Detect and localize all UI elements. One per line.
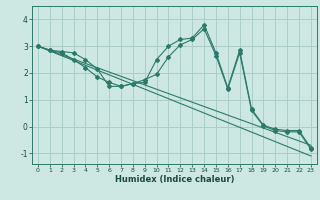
X-axis label: Humidex (Indice chaleur): Humidex (Indice chaleur): [115, 175, 234, 184]
